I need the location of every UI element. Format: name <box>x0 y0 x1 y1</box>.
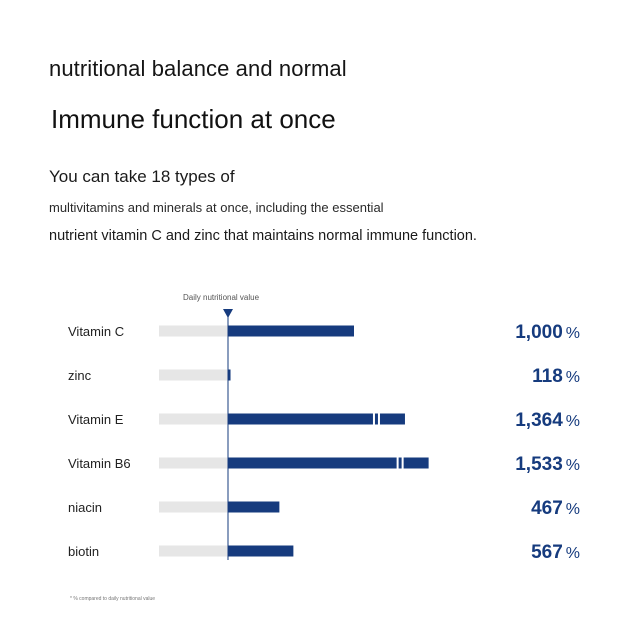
axis-break-mark <box>377 413 380 425</box>
category-label: biotin <box>68 544 99 559</box>
value-label: 467% <box>531 498 580 519</box>
axis-break-mark <box>396 457 399 469</box>
category-label: Vitamin B6 <box>68 456 131 471</box>
heading-line-1: nutritional balance and normal <box>49 56 347 81</box>
bar <box>228 457 429 469</box>
bar-track <box>159 369 228 381</box>
bar <box>228 413 405 425</box>
value-label: 1,364% <box>515 410 580 431</box>
bar <box>228 325 354 337</box>
bar-track <box>159 325 228 337</box>
axis-break-mark <box>401 457 404 469</box>
bar-track <box>159 457 228 469</box>
description-line-1: You can take 18 types of <box>49 167 235 186</box>
bar-track <box>159 545 228 557</box>
bar <box>228 545 294 557</box>
heading-line-2: Immune function at once <box>51 104 336 134</box>
bar-track <box>159 501 228 513</box>
bar <box>228 369 231 381</box>
value-label: 1,000% <box>515 322 580 343</box>
reference-marker-icon <box>223 309 233 318</box>
description-line-3: nutrient vitamin C and zinc that maintai… <box>49 228 477 244</box>
axis-break-mark <box>372 413 375 425</box>
category-label: niacin <box>68 500 102 515</box>
reference-label: Daily nutritional value <box>183 293 260 302</box>
footnote: * % compared to daily nutritional value <box>70 596 156 602</box>
value-label: 1,533% <box>515 454 580 475</box>
value-label: 118% <box>532 366 580 387</box>
value-label: 567% <box>531 542 580 563</box>
category-label: Vitamin C <box>68 324 124 339</box>
description-line-2: multivitamins and minerals at once, incl… <box>49 200 384 215</box>
bar <box>228 501 280 513</box>
bar-track <box>159 413 228 425</box>
category-label: zinc <box>68 368 92 383</box>
category-label: Vitamin E <box>68 412 124 427</box>
